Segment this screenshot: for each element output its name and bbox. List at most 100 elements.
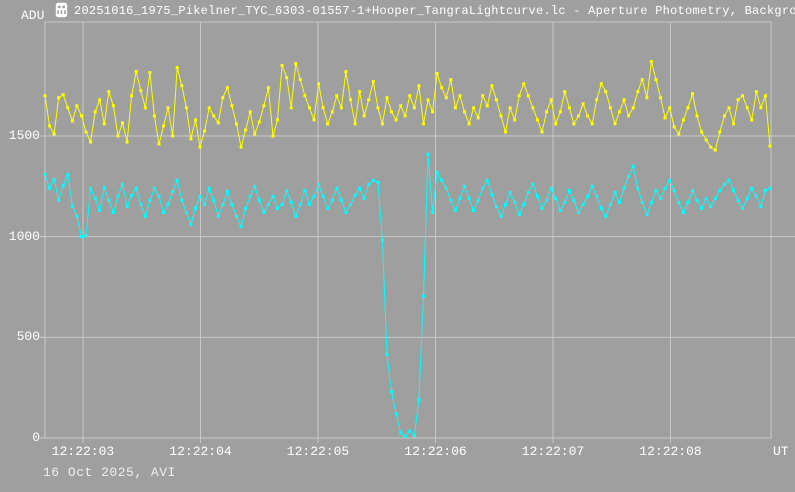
data-point — [668, 106, 672, 110]
data-point — [130, 94, 134, 98]
y-axis-unit-label: ADU — [21, 8, 45, 23]
data-point — [248, 194, 252, 198]
data-point — [695, 114, 699, 118]
data-point — [52, 132, 56, 136]
data-point — [572, 122, 576, 126]
data-point — [677, 200, 681, 204]
data-point — [540, 207, 544, 210]
data-point — [312, 194, 316, 198]
data-point — [266, 203, 270, 206]
data-point — [768, 186, 772, 190]
data-point — [554, 122, 558, 126]
data-point — [98, 209, 102, 212]
data-point — [458, 94, 462, 98]
data-point — [66, 172, 70, 176]
data-point — [649, 60, 653, 63]
data-point — [203, 129, 207, 133]
data-point — [362, 114, 366, 118]
data-point — [344, 211, 348, 214]
data-point — [362, 196, 366, 200]
data-point — [212, 114, 216, 118]
recording-info-label: 16 Oct 2025, AVI — [43, 465, 176, 480]
data-point — [230, 104, 234, 108]
data-point — [499, 215, 503, 218]
data-point — [536, 194, 539, 198]
data-point — [57, 96, 61, 100]
data-point — [280, 64, 284, 67]
x-tick-label: 12:22:04 — [169, 444, 232, 459]
data-point — [649, 200, 653, 204]
data-point — [143, 215, 147, 218]
data-point — [298, 78, 302, 82]
data-point — [276, 207, 279, 210]
data-point — [567, 106, 571, 110]
data-point — [61, 93, 65, 97]
data-point — [595, 98, 599, 102]
data-point — [645, 96, 649, 100]
data-point — [116, 134, 120, 138]
data-point — [549, 98, 553, 102]
data-point — [595, 194, 599, 198]
data-point — [235, 122, 238, 126]
data-point — [645, 213, 649, 216]
data-point — [93, 110, 97, 114]
data-point — [440, 86, 444, 90]
data-point — [371, 80, 375, 84]
data-point — [152, 114, 156, 118]
data-point — [531, 182, 535, 186]
data-point — [358, 186, 362, 190]
data-point — [289, 200, 293, 204]
data-point — [280, 203, 284, 206]
data-point — [308, 203, 311, 206]
data-point — [412, 434, 416, 438]
y-tick-label: 1500 — [8, 128, 40, 143]
data-point — [303, 94, 307, 98]
data-point — [376, 106, 380, 110]
data-point — [613, 190, 617, 194]
y-tick-label: 0 — [32, 430, 40, 445]
data-point — [98, 98, 102, 102]
data-point — [70, 119, 74, 123]
data-point — [353, 193, 357, 197]
data-point — [691, 188, 694, 192]
data-point — [463, 184, 466, 188]
data-point — [367, 182, 371, 186]
data-point — [198, 194, 202, 198]
data-point — [335, 186, 339, 190]
data-point — [257, 120, 261, 124]
data-point — [221, 203, 225, 206]
data-point — [162, 124, 166, 128]
data-point — [426, 152, 430, 156]
data-point — [308, 106, 311, 110]
data-point — [736, 198, 740, 202]
data-point — [695, 198, 699, 202]
data-point — [349, 98, 352, 102]
data-point — [84, 234, 88, 238]
data-point — [722, 114, 726, 118]
data-point — [704, 196, 708, 200]
x-tick-label: 12:22:03 — [51, 444, 115, 459]
data-point — [741, 94, 745, 98]
series-line — [44, 61, 771, 151]
data-point — [672, 188, 676, 192]
data-point — [526, 94, 530, 98]
series-target-star-signal-with-occultation — [43, 152, 772, 438]
data-point — [608, 106, 612, 110]
data-point — [111, 104, 115, 108]
data-point — [294, 62, 298, 65]
data-point — [417, 398, 421, 402]
data-point — [627, 174, 631, 178]
data-point — [225, 86, 229, 90]
data-point — [654, 188, 658, 192]
data-point — [458, 196, 462, 200]
data-point — [107, 198, 111, 202]
data-point — [212, 198, 216, 202]
data-point — [431, 211, 435, 214]
data-point — [339, 106, 343, 110]
data-point — [640, 200, 644, 204]
data-point — [303, 188, 307, 192]
data-point — [75, 104, 79, 108]
data-point — [189, 137, 193, 141]
